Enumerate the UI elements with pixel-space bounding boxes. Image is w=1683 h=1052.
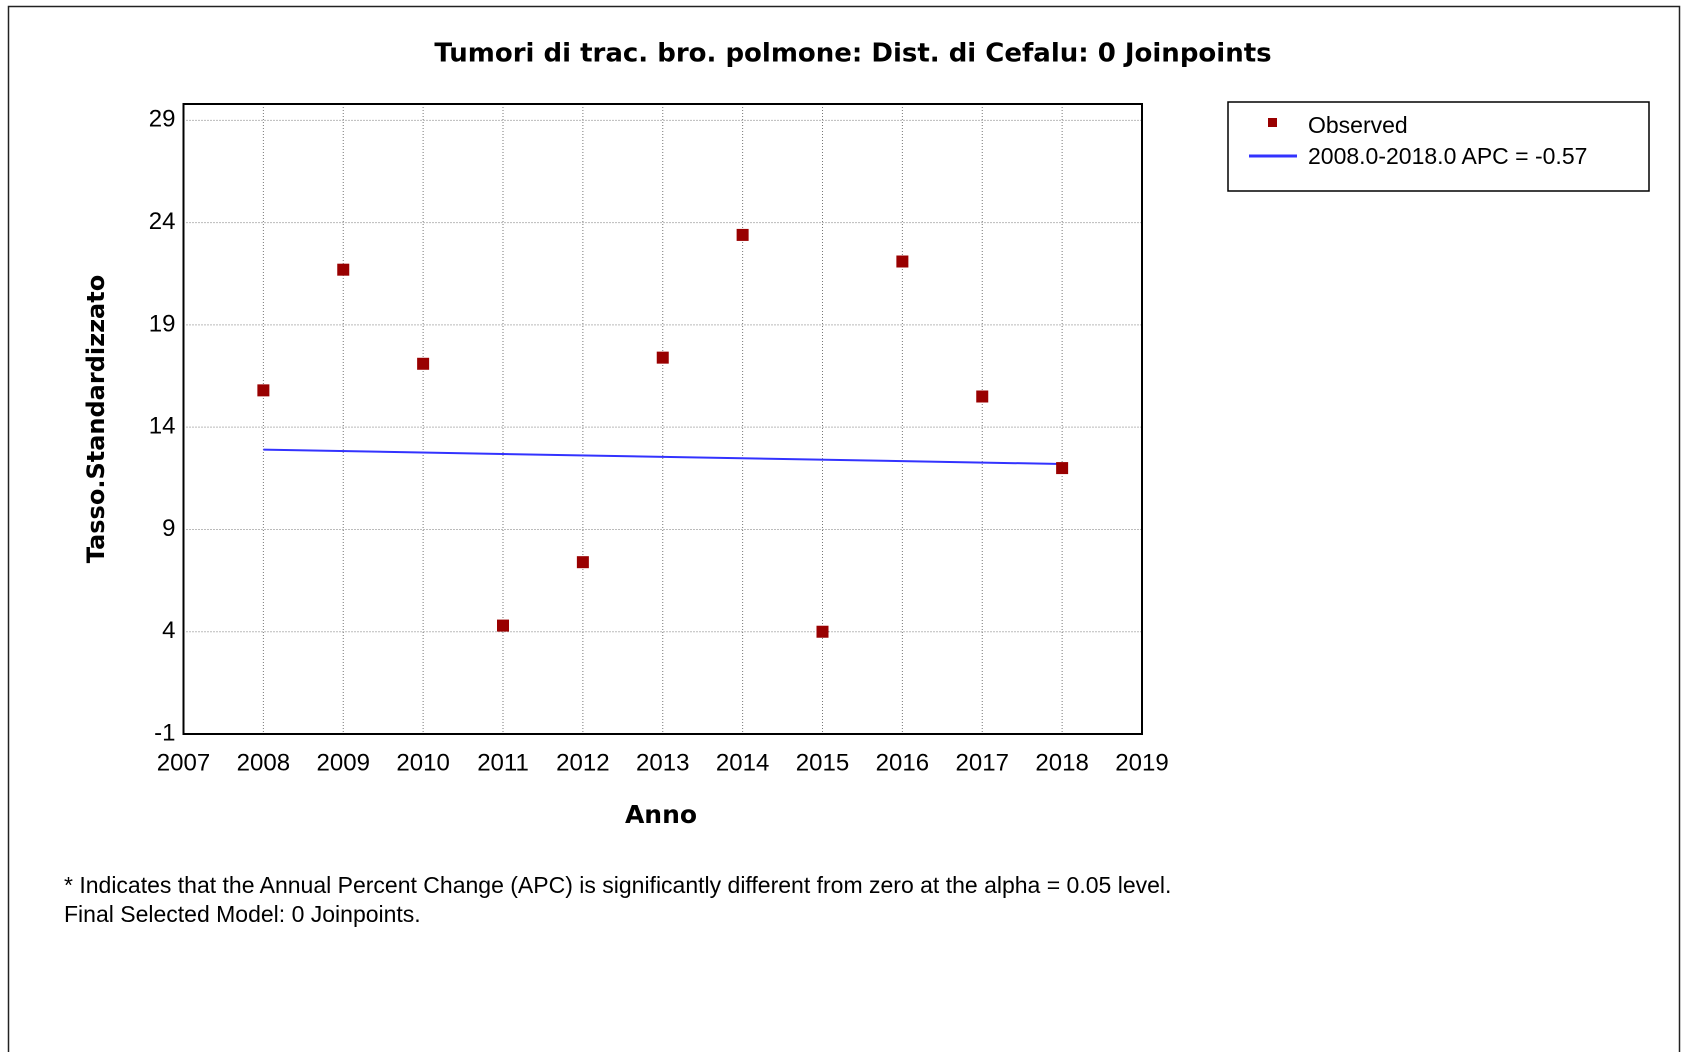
legend-label: Observed — [1308, 112, 1408, 138]
marker — [257, 384, 270, 397]
x-tick-label: 2010 — [396, 749, 449, 776]
x-tick-label: 2015 — [796, 749, 849, 776]
x-tick-label: 2014 — [716, 749, 769, 776]
x-tick-label: 2019 — [1115, 749, 1168, 776]
x-tick-label: 2013 — [636, 749, 689, 776]
marker — [417, 357, 430, 370]
x-tick-label: 2018 — [1035, 749, 1088, 776]
marker — [1056, 462, 1069, 475]
footnote: * Indicates that the Annual Percent Chan… — [64, 872, 1171, 898]
marker — [816, 625, 829, 638]
chart-title: Tumori di trac. bro. polmone: Dist. di C… — [434, 39, 1271, 69]
x-axis-label: Anno — [625, 800, 697, 829]
x-tick-label: 2012 — [556, 749, 609, 776]
y-tick-label: 29 — [149, 106, 176, 133]
y-tick-label: 4 — [162, 617, 175, 644]
legend-marker — [1268, 118, 1277, 127]
marker — [656, 351, 669, 364]
marker — [576, 556, 589, 569]
x-tick-label: 2008 — [237, 749, 290, 776]
y-axis-label: Tasso.Standardizzato — [82, 275, 110, 563]
marker — [976, 390, 989, 403]
y-tick-label: -1 — [154, 719, 175, 746]
marker — [736, 228, 749, 241]
fit-line — [263, 448, 1063, 465]
legend-label: 2008.0-2018.0 APC = -0.57 — [1308, 143, 1587, 169]
y-tick-label: 19 — [149, 310, 176, 337]
x-tick-label: 2017 — [956, 749, 1009, 776]
marker — [337, 263, 350, 276]
x-tick-label: 2007 — [157, 749, 210, 776]
marker — [497, 619, 509, 632]
y-tick-label: 14 — [149, 413, 176, 440]
y-tick-label: 24 — [149, 208, 176, 235]
marker — [896, 255, 909, 268]
footnote: Final Selected Model: 0 Joinpoints. — [64, 901, 421, 927]
x-tick-label: 2009 — [317, 749, 370, 776]
frame — [7, 5, 1681, 1052]
y-tick-label: 9 — [162, 515, 175, 542]
x-tick-label: 2016 — [876, 749, 929, 776]
plot-border — [182, 103, 1143, 735]
x-tick-label: 2011 — [477, 749, 529, 776]
legend-box — [1227, 101, 1650, 192]
